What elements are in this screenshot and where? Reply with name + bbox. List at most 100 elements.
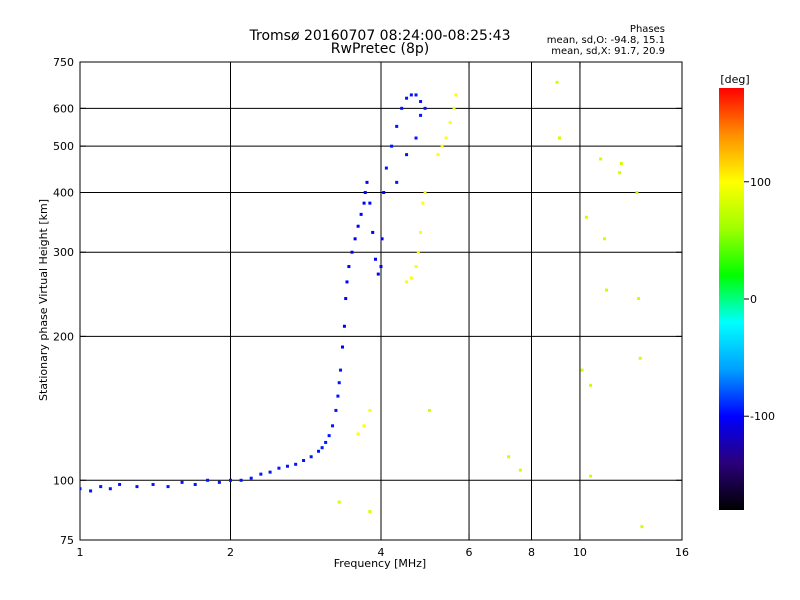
x-tick-label: 8 [528,546,535,559]
data-point [603,237,607,241]
data-point [331,424,335,428]
data-point [342,324,346,328]
data-point [580,368,584,372]
data-point [277,466,281,470]
chart-subtitle: RwPretec (8p) [331,41,429,57]
y-axis-label: Stationary phase Virtual Height [km] [37,199,50,401]
colorbar-tick-label: 0 [750,293,757,306]
x-tick-label: 10 [573,546,587,559]
data-point [334,408,338,412]
data-point [427,408,431,412]
colorbar-ticks: 100 0 -100 [744,176,775,423]
data-point [135,485,139,489]
data-point [320,446,324,450]
data-point [589,383,593,387]
data-point [368,201,372,205]
y-tick-label: 750 [53,56,74,69]
x-tick-label: 16 [675,546,689,559]
data-point [380,237,384,241]
data-point [229,478,232,482]
data-point [637,297,641,301]
data-point [356,224,360,228]
data-point [268,470,272,474]
data-point [589,474,593,478]
data-point [309,455,313,459]
data-point [599,157,603,161]
data-point [409,93,413,97]
data-point [166,485,170,489]
data-point [336,394,340,398]
data-point [409,276,413,280]
x-axis-label: Frequency [MHz] [334,557,426,570]
data-point [80,487,82,491]
data-point [347,265,351,269]
data-point [368,510,372,514]
data-point [193,482,197,486]
x-tick-label: 2 [227,546,234,559]
data-point [452,106,456,110]
data-point [395,124,399,128]
data-point [405,153,409,157]
data-point [337,500,341,504]
data-point [384,166,388,170]
data-point [555,80,559,84]
data-point [618,171,622,175]
data-point [421,201,425,205]
data-point [419,100,423,104]
data-point [604,288,608,292]
phase-stats-o: mean, sd,O: -94.8, 15.1 [547,35,665,46]
data-point [405,96,409,100]
colorbar-tick-label: 100 [750,176,771,189]
data-point [440,144,444,148]
data-point [353,237,357,241]
data-point [151,482,155,486]
y-tick-label: 500 [53,140,74,153]
phase-stats-heading: Phases [630,24,665,35]
colorbar-unit: [deg] [720,73,749,86]
data-point [108,487,112,491]
data-point [337,381,341,385]
data-point [89,489,93,493]
data-point [436,153,440,157]
data-point [374,257,378,261]
data-point [362,424,366,428]
data-point [423,190,427,194]
data-point [365,180,369,184]
data-point [416,250,420,254]
data-point [344,297,348,301]
data-point [414,265,418,269]
data-point [356,432,360,436]
data-point [285,464,289,468]
colorbar-tick-label: -100 [750,410,775,423]
data-point [363,190,367,194]
data-point [259,472,263,476]
data-point [368,408,372,412]
data-point [324,440,328,444]
y-tick-label: 75 [60,534,74,547]
data-point [419,230,423,234]
data-point [345,280,349,284]
data-point [317,449,321,453]
phase-stats-x: mean, sd,X: 91.7, 20.9 [551,46,665,57]
data-point [99,485,103,489]
data-point [419,113,423,117]
data-point [206,478,210,482]
data-point [390,144,394,148]
data-point [619,161,623,165]
x-tick-label: 6 [466,546,473,559]
data-point [327,434,331,438]
y-tick-label: 600 [53,102,74,115]
x-tick-label: 4 [378,546,385,559]
data-point [405,280,409,284]
data-point [448,121,452,125]
data-point [362,201,366,205]
grid-lines [80,62,682,540]
data-point [423,106,427,110]
y-tick-label: 100 [53,474,74,487]
data-point [180,480,184,484]
data-point [118,482,122,486]
data-point [379,265,383,269]
data-point [340,345,344,349]
y-tick-label: 400 [53,186,74,199]
